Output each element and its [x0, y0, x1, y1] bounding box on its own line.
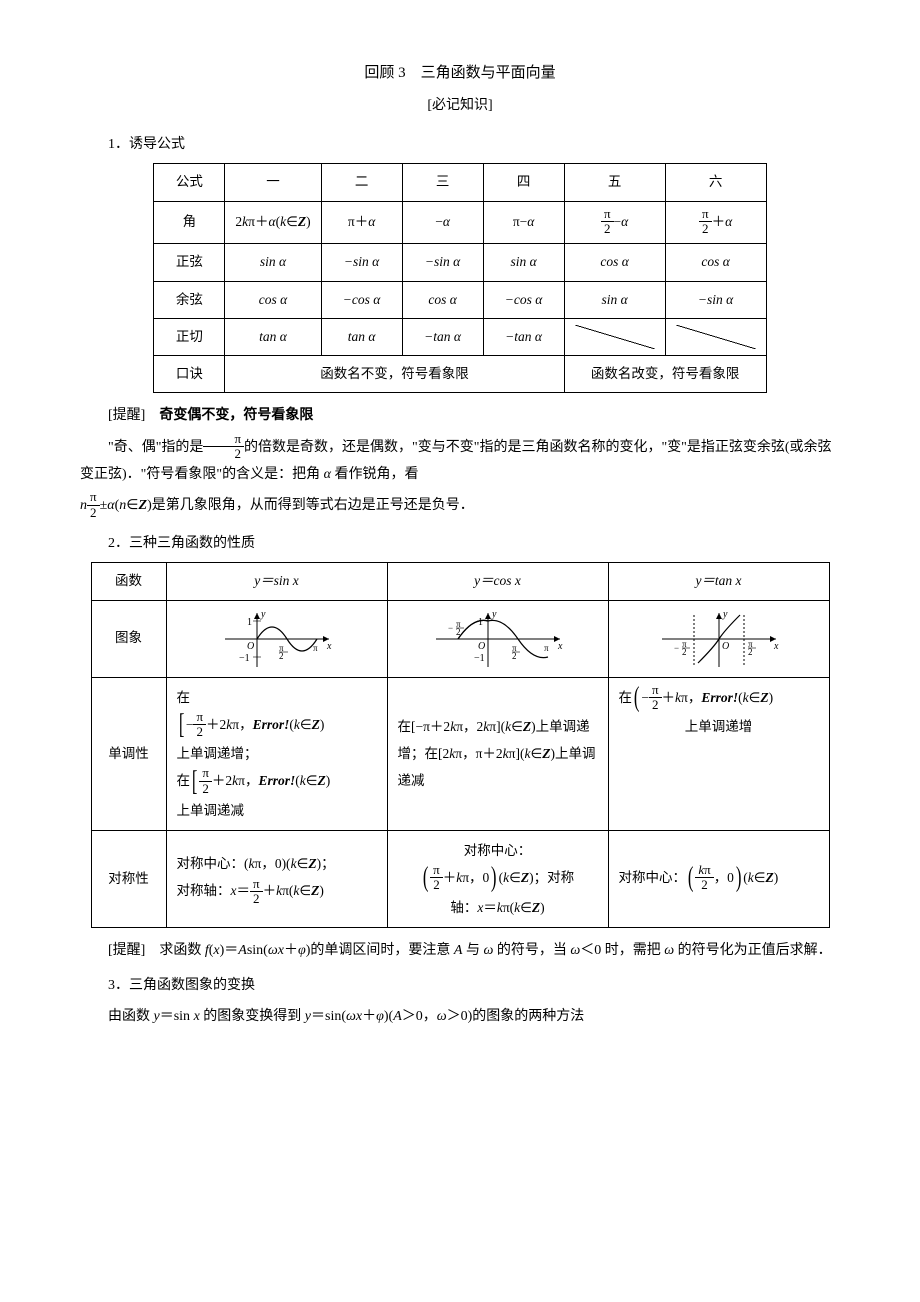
svg-text:2: 2 — [748, 647, 753, 657]
table-row: 口诀 函数名不变，符号看象限 函数名改变，符号看象限 — [154, 356, 766, 393]
table-row: 正切 tan α tan α −tan α −tan α — [154, 318, 766, 355]
row-label: 口诀 — [154, 356, 225, 393]
cell: −sin α — [321, 244, 402, 281]
cell: cos α — [564, 244, 665, 281]
graph-cos: 1 −1 y x O − π 2 π 2 π — [387, 600, 608, 677]
cell: π−α — [483, 201, 564, 244]
graph-sin: 1 −1 y x O π 2 π — [166, 600, 387, 677]
svg-text:x: x — [326, 641, 332, 652]
svg-text:π: π — [544, 643, 549, 653]
cell: −sin α — [402, 244, 483, 281]
svg-text:O: O — [478, 641, 485, 652]
sec1-para1: "奇、偶"指的是π2的倍数是奇数，还是偶数，"变与不变"指的是三角函数名称的变化… — [80, 433, 840, 488]
row-label: 正切 — [154, 318, 225, 355]
svg-text:x: x — [773, 641, 779, 652]
table-row: 单调性 在 [−π2＋2kπ，Error!(k∈Z) 上单调递增； 在[π2＋2… — [91, 677, 829, 830]
sym-cos: 对称中心： (π2＋kπ，0)(k∈Z)；对称 轴：x＝kπ(k∈Z) — [387, 830, 608, 927]
page-subtitle: [必记知识] — [80, 93, 840, 118]
svg-text:2: 2 — [682, 647, 687, 657]
svg-text:1: 1 — [247, 617, 252, 628]
cell: tan α — [225, 318, 321, 355]
cell-diag — [564, 318, 665, 355]
table-row: 公式 一 二 三 四 五 六 — [154, 164, 766, 201]
mnemonic-cell: 函数名不变，符号看象限 — [225, 356, 564, 393]
cell: −α — [402, 201, 483, 244]
cell: cos α — [225, 281, 321, 318]
header-cell: 二 — [321, 164, 402, 201]
header-cell: 四 — [483, 164, 564, 201]
cell: −tan α — [483, 318, 564, 355]
svg-text:2: 2 — [512, 651, 517, 661]
sec3-para: 由函数 y＝sin x 的图象变换得到 y＝sin(ωx＋φ)(A＞0，ω＞0)… — [80, 1004, 840, 1029]
table-row: 函数 y＝sin x y＝cos x y＝tan x — [91, 563, 829, 600]
cell: π＋α — [321, 201, 402, 244]
cell: cos α — [665, 244, 766, 281]
table-row: 对称性 对称中心：(kπ，0)(k∈Z)； 对称轴：x＝π2＋kπ(k∈Z) 对… — [91, 830, 829, 927]
svg-text:1: 1 — [478, 617, 483, 628]
svg-text:y: y — [260, 609, 266, 620]
induction-formula-table: 公式 一 二 三 四 五 六 角 2kπ＋α(k∈Z) π＋α −α π−α π… — [153, 163, 766, 393]
sec1-heading: 1．诱导公式 — [80, 132, 840, 157]
sym-tan: 对称中心：(kπ2，0)(k∈Z) — [608, 830, 829, 927]
header-cell: 函数 — [91, 563, 166, 600]
svg-text:y: y — [491, 609, 497, 620]
header-cell: y＝cos x — [387, 563, 608, 600]
svg-text:−1: −1 — [239, 653, 250, 664]
cell: −cos α — [483, 281, 564, 318]
cell: 2kπ＋α(k∈Z) — [225, 201, 321, 244]
svg-text:x: x — [557, 641, 563, 652]
sec2-heading: 2．三种三角函数的性质 — [80, 531, 840, 556]
sec1-tip: [提醒] 奇变偶不变，符号看象限 — [80, 403, 840, 428]
svg-text:2: 2 — [456, 627, 461, 637]
mono-tan: 在(−π2＋kπ，Error!(k∈Z) 上单调递增 — [608, 677, 829, 830]
sec3-heading: 3．三角函数图象的变换 — [80, 973, 840, 998]
table-row: 图象 1 −1 y x O π 2 π — [91, 600, 829, 677]
cell: sin α — [225, 244, 321, 281]
row-label: 正弦 — [154, 244, 225, 281]
svg-text:−: − — [448, 623, 453, 633]
mnemonic-cell: 函数名改变，符号看象限 — [564, 356, 766, 393]
row-label: 单调性 — [91, 677, 166, 830]
table-row: 角 2kπ＋α(k∈Z) π＋α −α π−α π2−α π2＋α — [154, 201, 766, 244]
properties-table: 函数 y＝sin x y＝cos x y＝tan x 图象 1 −1 y x O… — [91, 562, 830, 927]
header-cell: 六 — [665, 164, 766, 201]
cell: −tan α — [402, 318, 483, 355]
cell: tan α — [321, 318, 402, 355]
mono-cos: 在[−π＋2kπ，2kπ](k∈Z)上单调递增；在[2kπ，π＋2kπ](k∈Z… — [387, 677, 608, 830]
header-cell: y＝tan x — [608, 563, 829, 600]
cell: −cos α — [321, 281, 402, 318]
mono-sin: 在 [−π2＋2kπ，Error!(k∈Z) 上单调递增； 在[π2＋2kπ，E… — [166, 677, 387, 830]
page-title: 回顾 3 三角函数与平面向量 — [80, 60, 840, 87]
table-row: 余弦 cos α −cos α cos α −cos α sin α −sin … — [154, 281, 766, 318]
svg-text:y: y — [722, 609, 728, 620]
row-label: 余弦 — [154, 281, 225, 318]
sec2-tip: [提醒] 求函数 f(x)＝Asin(ωx＋φ)的单调区间时，要注意 A 与 ω… — [80, 938, 840, 963]
cell: sin α — [564, 281, 665, 318]
svg-text:−: − — [674, 643, 679, 653]
row-label: 图象 — [91, 600, 166, 677]
svg-text:2: 2 — [279, 651, 284, 661]
row-label: 对称性 — [91, 830, 166, 927]
cell: π2＋α — [665, 201, 766, 244]
table-row: 正弦 sin α −sin α −sin α sin α cos α cos α — [154, 244, 766, 281]
header-cell: 公式 — [154, 164, 225, 201]
header-cell: 五 — [564, 164, 665, 201]
cell: π2−α — [564, 201, 665, 244]
row-label: 角 — [154, 201, 225, 244]
graph-tan: y x O − π 2 π 2 — [608, 600, 829, 677]
cell: sin α — [483, 244, 564, 281]
svg-text:−1: −1 — [474, 653, 485, 664]
header-cell: y＝sin x — [166, 563, 387, 600]
cell: cos α — [402, 281, 483, 318]
svg-text:π: π — [313, 643, 318, 653]
header-cell: 一 — [225, 164, 321, 201]
cell-diag — [665, 318, 766, 355]
header-cell: 三 — [402, 164, 483, 201]
svg-text:O: O — [247, 641, 254, 652]
cell: −sin α — [665, 281, 766, 318]
sec1-para2: nπ2±α(n∈Z)是第几象限角，从而得到等式右边是正号还是负号． — [80, 491, 840, 521]
sym-sin: 对称中心：(kπ，0)(k∈Z)； 对称轴：x＝π2＋kπ(k∈Z) — [166, 830, 387, 927]
svg-text:O: O — [722, 641, 729, 652]
